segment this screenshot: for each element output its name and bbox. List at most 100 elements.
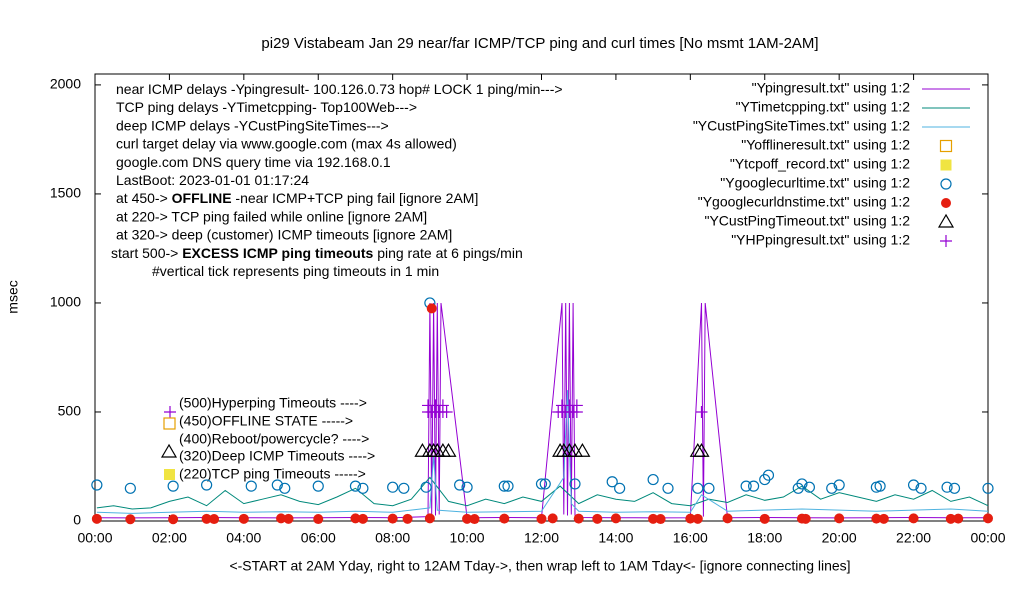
annotation-part: at 450->: [116, 190, 172, 206]
legend-swatch: [940, 178, 952, 190]
point: [201, 479, 213, 491]
point: [539, 478, 551, 490]
point: [692, 513, 703, 524]
point: [953, 513, 964, 524]
point: [271, 479, 283, 491]
point: [91, 479, 103, 491]
x-tick-label: 22:00: [896, 530, 931, 546]
point: [983, 513, 993, 524]
point: [349, 480, 362, 492]
point: [874, 480, 886, 492]
key-icon: [163, 417, 176, 430]
annotation-part: start 500->: [111, 245, 182, 261]
annotation: deep ICMP delays -YCustPingSiteTimes--->: [116, 117, 389, 133]
key-icon: [160, 443, 178, 458]
legend-label: "Ytcpoff_record.txt" using 1:2: [730, 156, 910, 172]
key-note: (450)OFFLINE STATE ----->: [179, 413, 353, 429]
point: [398, 482, 410, 494]
annotation-part: at 320-> deep (customer) ICMP timeouts […: [116, 226, 452, 242]
point: [499, 513, 510, 524]
y-tick-label: 1000: [50, 294, 81, 310]
series-line: [96, 476, 989, 510]
point: [461, 481, 473, 493]
x-tick-label: 04:00: [226, 530, 261, 546]
legend-swatch: [937, 213, 955, 228]
point: [747, 480, 760, 492]
x-axis-label: <-START at 2AM Yday, right to 12AM Tday-…: [229, 558, 850, 574]
annotation-part: curl target delay via www.google.com (ma…: [116, 135, 457, 151]
key-note: (400)Reboot/powercycle? ---->: [179, 431, 369, 447]
annotation-part: TCP ping delays -YTimetcpping- Top100Web…: [116, 99, 417, 115]
point: [796, 478, 808, 490]
annotation-part: at 220-> TCP ping failed while online [i…: [116, 208, 427, 224]
series-line: [96, 390, 989, 514]
y-tick-label: 500: [58, 403, 82, 419]
key-icons: [160, 406, 178, 480]
legend-swatch: [940, 159, 952, 171]
point: [387, 513, 398, 524]
point: [91, 513, 102, 524]
point: [908, 513, 919, 524]
legend-swatch: [939, 139, 953, 153]
point: [245, 480, 257, 492]
y-tick-label: 0: [73, 512, 81, 528]
point: [312, 480, 324, 492]
point: [502, 480, 514, 492]
point: [647, 473, 659, 486]
point: [703, 482, 715, 494]
point: [547, 513, 558, 524]
annotation: at 450-> OFFLINE -near ICMP+TCP ping fai…: [116, 190, 478, 206]
point: [982, 482, 994, 494]
point: [610, 513, 621, 524]
legend-label: "Yofflineresult.txt" using 1:2: [741, 137, 910, 153]
key-note: (320)Deep ICMP Timeouts ---->: [179, 448, 375, 464]
x-tick-label: 00:00: [77, 530, 112, 546]
x-tick-label: 06:00: [301, 530, 336, 546]
point: [357, 482, 369, 494]
legend-label: "YCustPingTimeout.txt" using 1:2: [704, 213, 910, 229]
point: [740, 480, 752, 492]
point: [402, 513, 413, 524]
point: [592, 513, 603, 524]
point: [759, 473, 771, 486]
point: [915, 482, 927, 494]
point: [535, 478, 548, 490]
point: [424, 513, 435, 524]
point: [420, 481, 432, 493]
annotation-part: ping rate at 6 pings/min: [373, 245, 522, 261]
point: [907, 479, 920, 491]
point: [276, 513, 287, 524]
point: [614, 482, 626, 494]
point: [313, 514, 324, 525]
annotation: LastBoot: 2023-01-01 01:17:24: [116, 172, 309, 188]
point: [426, 303, 437, 314]
x-tick-label: 20:00: [822, 530, 857, 546]
key-icon: [164, 469, 175, 480]
point: [834, 513, 845, 524]
annotation-part: -near ICMP+TCP ping fail [ignore 2AM]: [232, 190, 479, 206]
annotation: TCP ping delays -YTimetcpping- Top100Web…: [116, 99, 417, 115]
annotation-part: LastBoot: 2023-01-01 01:17:24: [116, 172, 309, 188]
x-tick-label: 08:00: [375, 530, 410, 546]
point: [498, 480, 510, 492]
point: [655, 514, 666, 525]
key-note: (500)Hyperping Timeouts ---->: [179, 395, 367, 411]
x-tick-label: 10:00: [450, 530, 485, 546]
annotation-part: EXCESS ICMP ping timeouts: [182, 245, 373, 261]
point: [606, 476, 618, 488]
annotation-part: google.com DNS query time via 192.168.0.…: [116, 154, 391, 170]
y-tick-label: 2000: [50, 76, 81, 92]
annotation-part: deep ICMP delays -YCustPingSiteTimes--->: [116, 117, 389, 133]
point: [436, 399, 449, 412]
annotation-part: OFFLINE: [172, 190, 232, 206]
point: [762, 469, 775, 481]
point: [941, 481, 953, 493]
point: [692, 482, 704, 494]
point: [759, 513, 770, 524]
annotation: at 220-> TCP ping failed while online [i…: [116, 208, 427, 224]
point: [833, 479, 845, 491]
annotation: #vertical tick represents ping timeouts …: [152, 263, 439, 279]
point: [695, 405, 708, 418]
